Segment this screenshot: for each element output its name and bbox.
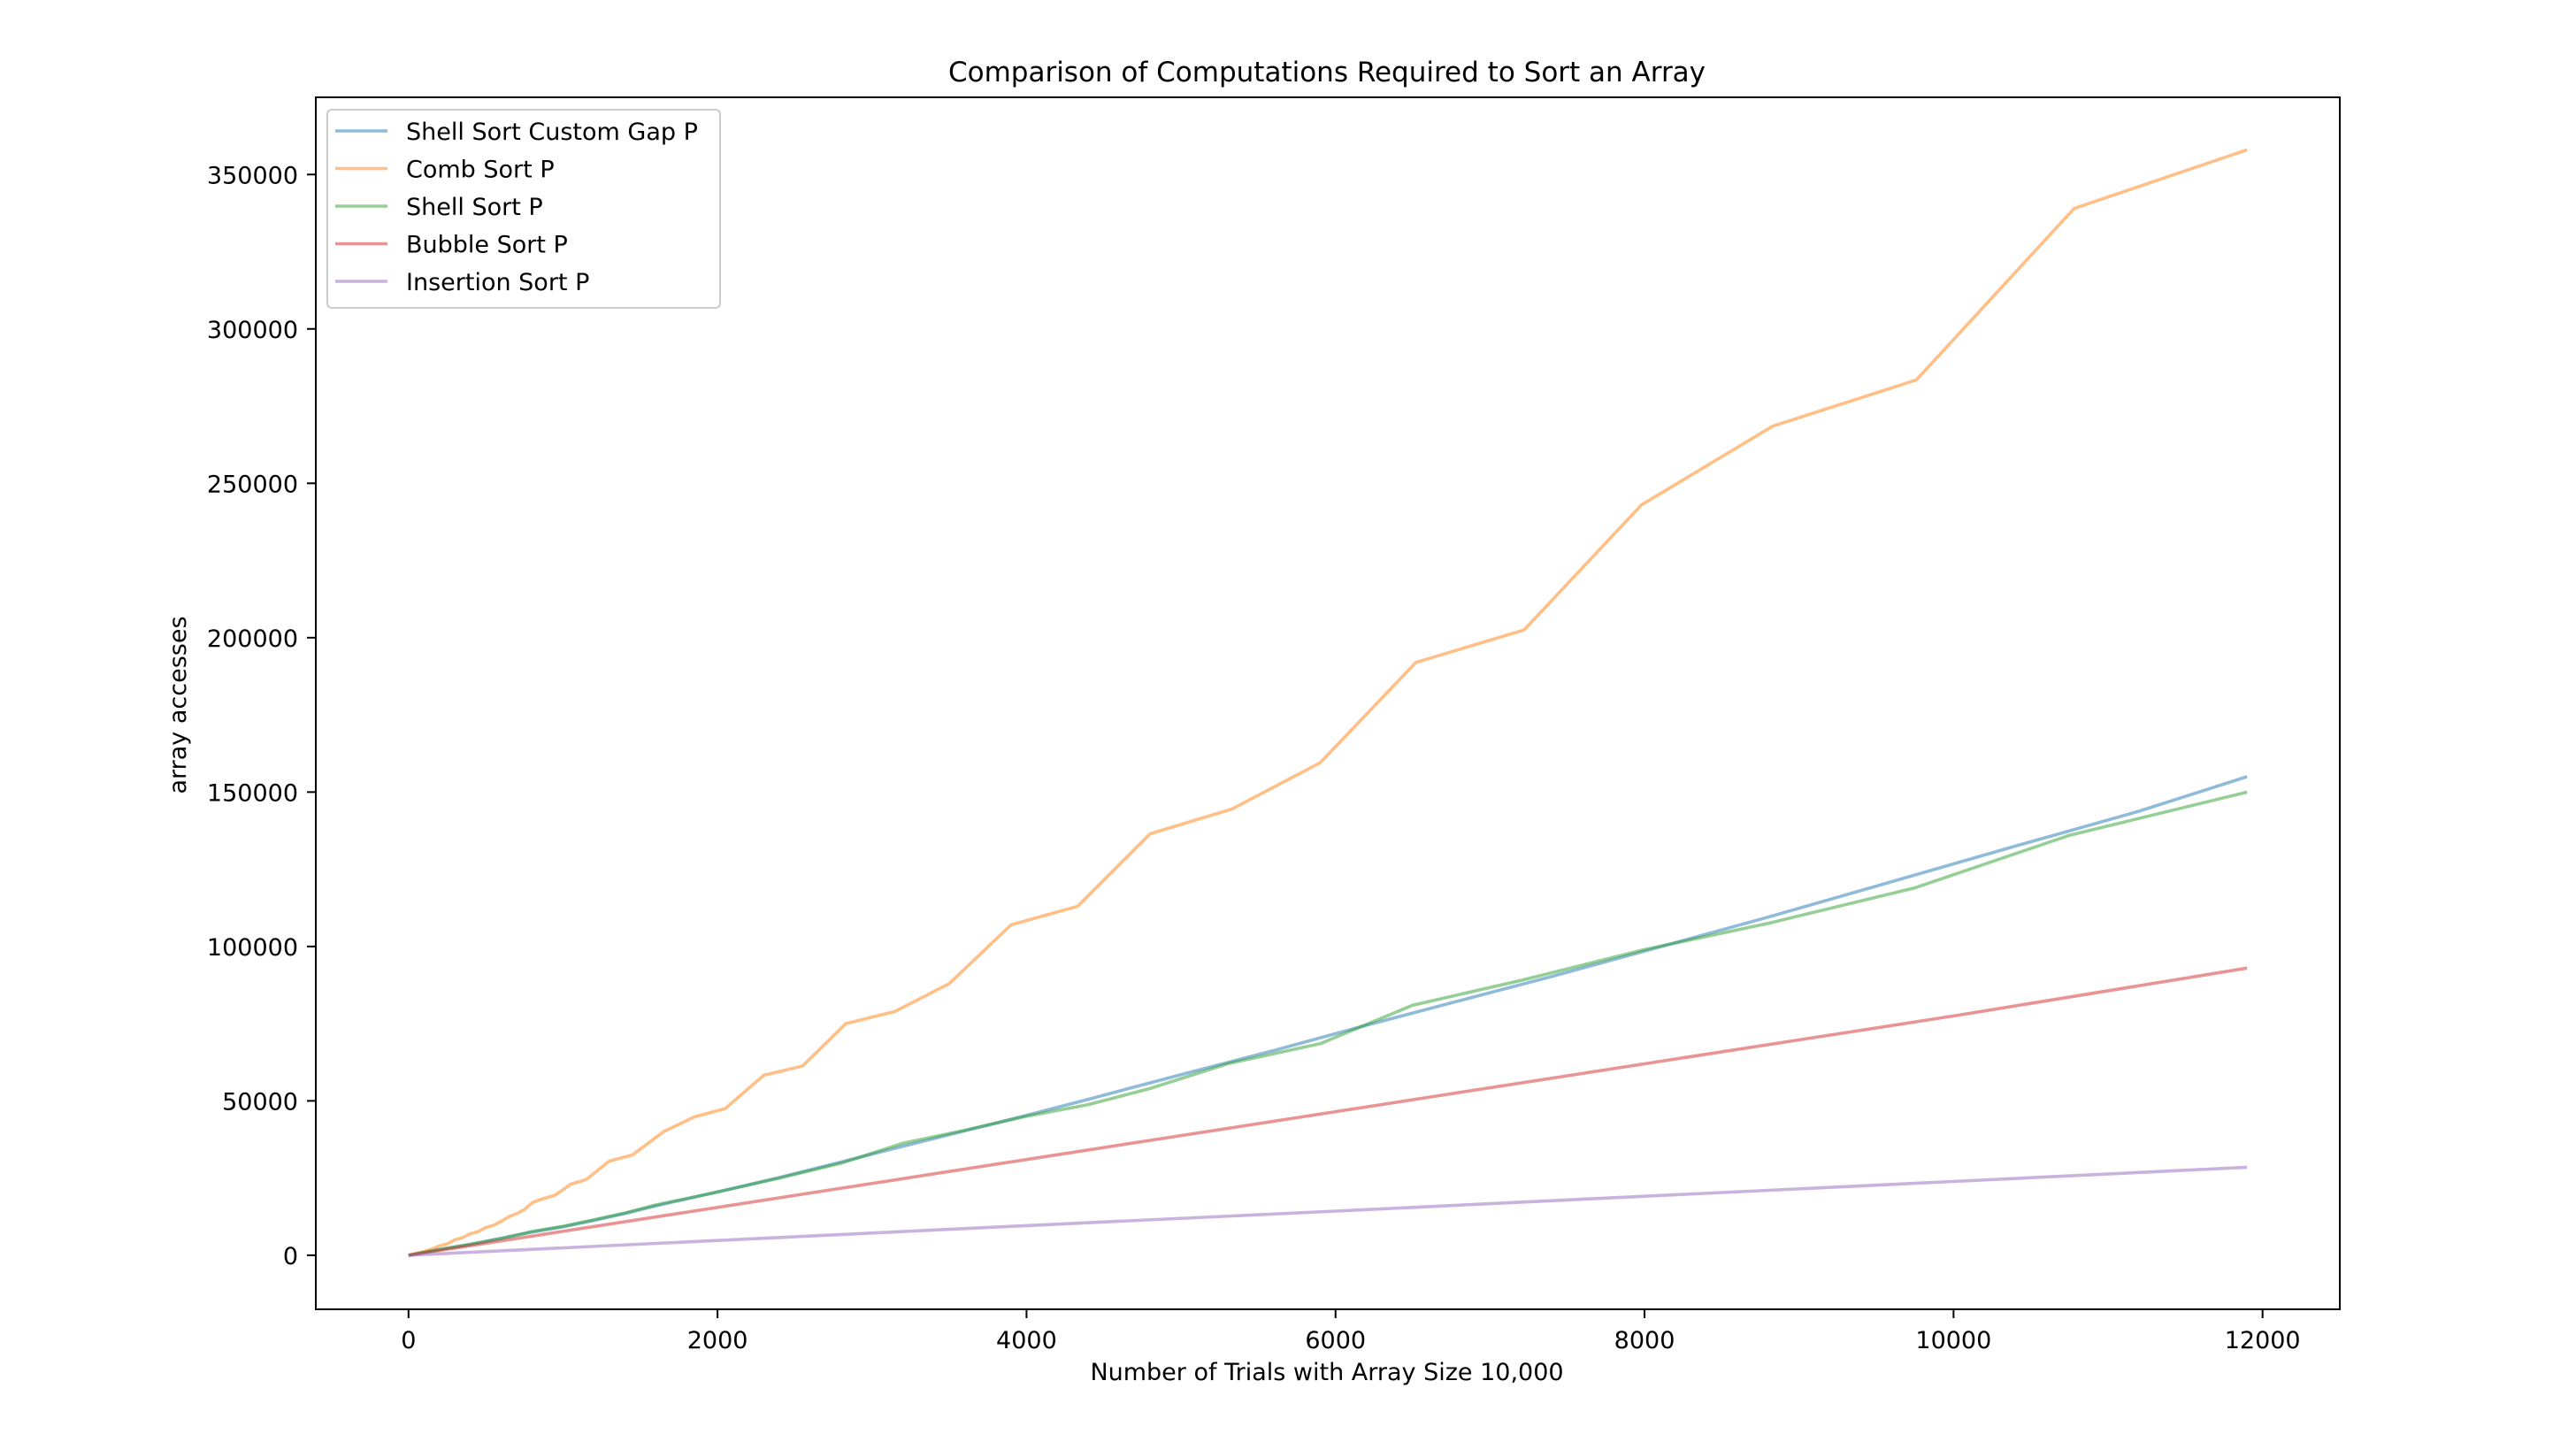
- legend-box: [326, 109, 721, 309]
- x-tick-label: 8000: [1614, 1327, 1675, 1354]
- x-tick-label: 12000: [2225, 1327, 2301, 1354]
- y-tick-label: 150000: [207, 779, 298, 807]
- legend-label-4: Bubble Sort P: [406, 232, 568, 259]
- y-tick-label: 100000: [207, 934, 298, 962]
- legend-label-3: Shell Sort P: [406, 194, 543, 221]
- y-tick-label: 300000: [207, 317, 298, 344]
- x-tick-label: 10000: [1915, 1327, 1991, 1354]
- y-tick-label: 350000: [207, 162, 298, 189]
- y-tick-label: 250000: [207, 471, 298, 498]
- plot-area: [408, 148, 2248, 1257]
- axes-ticks: 0 2000 4000 6000 8000 10000 12000 0 50000 100000 1…: [207, 162, 2301, 1354]
- series-line-2: [408, 148, 2248, 1257]
- series-line-5: [408, 1165, 2248, 1257]
- chart-title: Comparison of Computations Required to S…: [948, 57, 1706, 88]
- legend: Shell Sort Custom Gap P Comb Sort P Shell …: [326, 109, 721, 309]
- y-tick-label: 0: [283, 1243, 298, 1270]
- x-tick-label: 0: [401, 1327, 416, 1354]
- legend-label-5: Insertion Sort P: [406, 269, 589, 296]
- plot-frame: [315, 96, 2341, 1310]
- series-line-3: [408, 790, 2248, 1257]
- x-axis-label: Number of Trials with Array Size 10,000: [1090, 1359, 1563, 1386]
- x-tick-label: 2000: [687, 1327, 748, 1354]
- y-tick-label: 50000: [222, 1088, 298, 1116]
- x-tick-label: 4000: [996, 1327, 1057, 1354]
- x-tick-label: 6000: [1305, 1327, 1366, 1354]
- series-line-4: [408, 966, 2248, 1257]
- legend-label-1: Shell Sort Custom Gap P: [406, 119, 698, 146]
- y-tick-label: 200000: [207, 625, 298, 653]
- legend-label-2: Comb Sort P: [406, 157, 555, 184]
- y-axis-label: array accesses: [165, 616, 192, 794]
